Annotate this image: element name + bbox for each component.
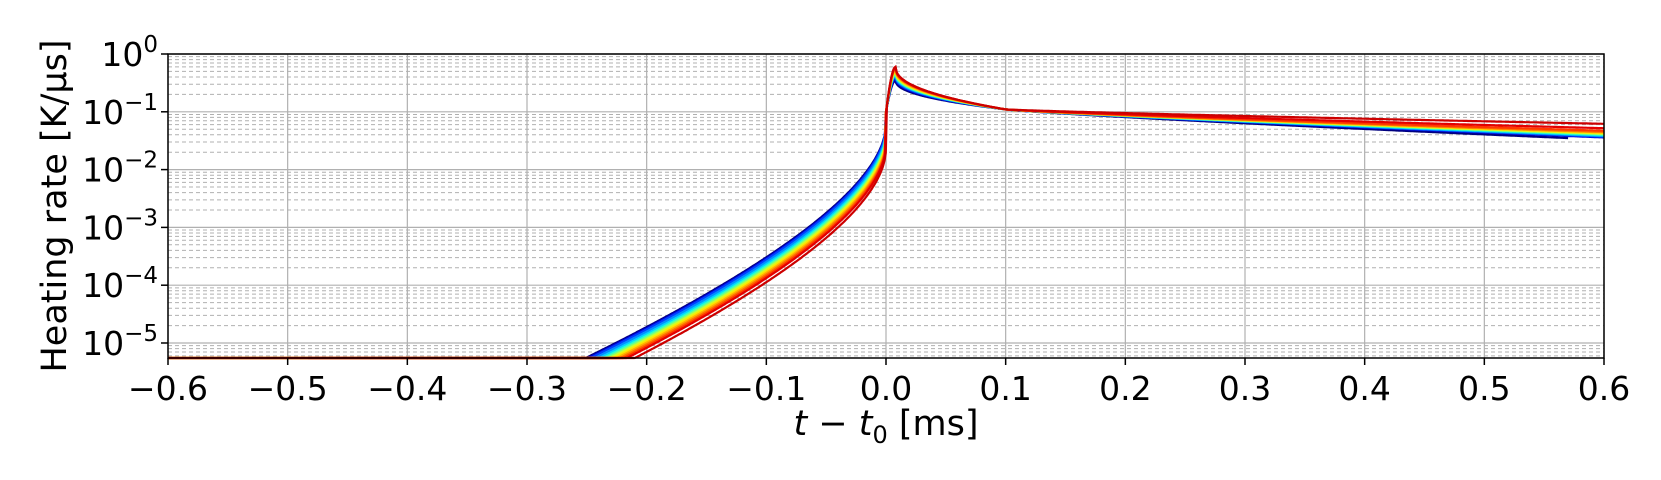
x-axis-ticks: −0.6 −0.5 −0.4 −0.3 −0.2 −0.1 0.0 0.1 0.2 0.3 0.4 0… bbox=[128, 358, 1630, 408]
x-tick-label: 0.2 bbox=[1099, 369, 1151, 408]
x-tick-label: 0.3 bbox=[1219, 369, 1271, 408]
series-line-14 bbox=[308, 64, 1604, 360]
y-tick-label: 10−5 bbox=[82, 321, 158, 363]
x-tick-label: 0.1 bbox=[979, 369, 1031, 408]
y-tick-label: 10−3 bbox=[82, 205, 158, 247]
x-tick-label: 0.4 bbox=[1338, 369, 1390, 408]
x-tick-label: 0.0 bbox=[860, 369, 912, 408]
x-tick-label: −0.3 bbox=[487, 369, 567, 408]
x-tick-label: −0.1 bbox=[726, 369, 806, 408]
x-tick-label: −0.2 bbox=[607, 369, 687, 408]
x-tick-label: −0.6 bbox=[128, 369, 208, 408]
y-tick-label: 10−4 bbox=[82, 263, 158, 305]
y-tick-label: 10−2 bbox=[82, 148, 158, 190]
grid bbox=[167, 53, 1605, 358]
x-axis-label: t − t0 [ms] bbox=[793, 404, 978, 449]
x-tick-label: 0.5 bbox=[1458, 369, 1510, 408]
y-axis-label: Heating rate [K/μs] bbox=[35, 39, 75, 372]
y-tick-label: 10−1 bbox=[82, 90, 158, 132]
y-axis-ticks: 100 10−1 10−2 10−3 10−4 10−5 bbox=[82, 32, 168, 363]
y-tick-label: 100 bbox=[101, 32, 158, 74]
x-tick-label: −0.4 bbox=[367, 369, 447, 408]
x-tick-label: −0.5 bbox=[248, 369, 328, 408]
x-tick-label: 0.6 bbox=[1578, 369, 1630, 408]
